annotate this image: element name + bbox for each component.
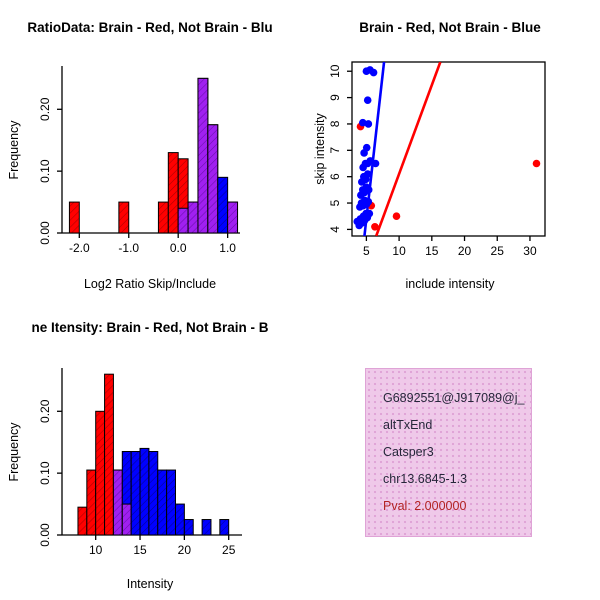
pval-text: Pval: 2.000000 <box>383 499 467 513</box>
panel-intensity-scatter: Brain - Red, Not Brain - Blue skip inten… <box>300 0 600 300</box>
x-axis-label-intensity: Intensity <box>126 577 174 591</box>
svg-text:1.0: 1.0 <box>219 241 236 255</box>
info-box: G6892551@J917089@j_ altTxEnd Catsper3 ch… <box>365 368 532 537</box>
x-axis-label-include-intensity: include intensity <box>405 277 495 291</box>
svg-text:20: 20 <box>178 543 192 557</box>
svg-text:10: 10 <box>392 244 406 258</box>
panel-log2-ratio-histogram: RatioData: Brain - Red, Not Brain - Blu … <box>0 0 300 300</box>
svg-text:7: 7 <box>328 147 342 154</box>
event-type-text: altTxEnd <box>383 418 433 432</box>
svg-text:0.0: 0.0 <box>170 241 187 255</box>
svg-text:4: 4 <box>328 226 342 233</box>
svg-text:6: 6 <box>328 173 342 180</box>
intensity-scatter-title: Brain - Red, Not Brain - Blue <box>359 20 541 35</box>
intensity-scatter-plot: 5 10 15 20 25 30 4 5 6 7 8 9 10 <box>328 61 546 258</box>
svg-text:15: 15 <box>133 543 147 557</box>
svg-text:-2.0: -2.0 <box>69 241 90 255</box>
svg-text:8: 8 <box>328 120 342 127</box>
svg-text:-1.0: -1.0 <box>118 241 139 255</box>
x-axis-label-log2-ratio: Log2 Ratio Skip/Include <box>83 277 217 291</box>
svg-text:0.10: 0.10 <box>38 461 52 485</box>
svg-text:30: 30 <box>523 244 537 258</box>
svg-text:20: 20 <box>458 244 472 258</box>
probe-id-text: G6892551@J917089@j_ <box>383 391 525 405</box>
svg-text:0.20: 0.20 <box>38 97 52 121</box>
log2-ratio-histogram-title: RatioData: Brain - Red, Not Brain - Blu <box>27 20 273 35</box>
svg-text:15: 15 <box>425 244 439 258</box>
svg-text:5: 5 <box>363 244 370 258</box>
svg-text:0.20: 0.20 <box>38 399 52 423</box>
svg-text:5: 5 <box>328 199 342 206</box>
locus-text: chr13.6845-1.3 <box>383 472 468 486</box>
gene-name-text: Catsper3 <box>383 445 434 459</box>
svg-text:25: 25 <box>222 543 236 557</box>
panel-info-box: G6892551@J917089@j_ altTxEnd Catsper3 ch… <box>300 300 600 600</box>
gene-intensity-histogram-plot: 10 15 20 25 0.00 0.10 0.20 <box>38 368 242 557</box>
svg-text:0.10: 0.10 <box>38 159 52 183</box>
svg-text:10: 10 <box>328 64 342 78</box>
svg-text:10: 10 <box>89 543 103 557</box>
panel-gene-intensity-histogram: ne Itensity: Brain - Red, Not Brain - B … <box>0 300 300 600</box>
svg-text:9: 9 <box>328 94 342 101</box>
svg-text:25: 25 <box>491 244 505 258</box>
svg-text:0.00: 0.00 <box>38 523 52 547</box>
gene-intensity-histogram-title: ne Itensity: Brain - Red, Not Brain - B <box>31 320 269 335</box>
log2-ratio-histogram-plot: -2.0 -1.0 0.0 1.0 0.00 0.10 0.20 <box>38 66 240 255</box>
svg-text:0.00: 0.00 <box>38 221 52 245</box>
